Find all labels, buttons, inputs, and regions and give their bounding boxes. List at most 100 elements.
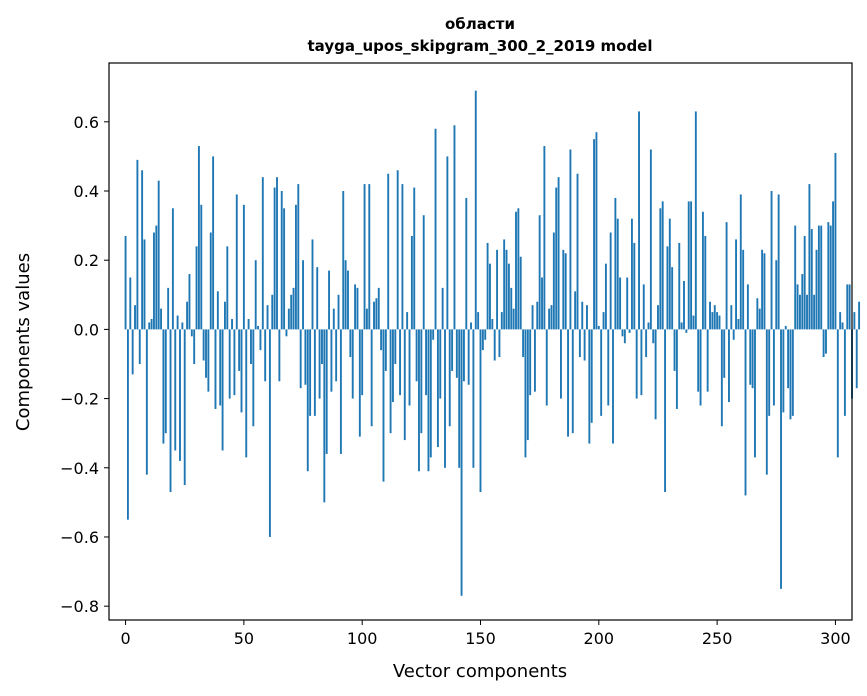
- bar: [342, 191, 345, 330]
- bar: [467, 329, 470, 385]
- bar: [571, 329, 574, 434]
- bar: [604, 263, 607, 330]
- bar: [832, 201, 835, 330]
- bar: [311, 239, 314, 330]
- bar: [422, 215, 425, 330]
- bar: [309, 329, 312, 416]
- bar: [365, 308, 368, 330]
- bar: [183, 329, 186, 486]
- bar: [278, 329, 281, 382]
- y-tick-label: −0.8: [60, 597, 99, 616]
- bar: [503, 239, 506, 330]
- bar: [242, 204, 245, 330]
- bar: [399, 329, 401, 396]
- bar: [526, 329, 529, 441]
- bar: [512, 308, 515, 330]
- bar: [713, 305, 716, 330]
- bar: [640, 329, 643, 396]
- bar: [209, 232, 212, 330]
- bar: [219, 329, 222, 406]
- bar: [455, 329, 458, 378]
- bar: [233, 329, 236, 396]
- bar: [328, 270, 330, 330]
- bar: [465, 197, 468, 330]
- x-axis-label: Vector components: [393, 661, 567, 682]
- bar: [664, 329, 667, 492]
- bar: [363, 184, 366, 330]
- bar: [557, 177, 560, 330]
- bar: [176, 315, 179, 330]
- bar: [266, 305, 269, 330]
- chart-title-line1: области: [445, 15, 515, 33]
- bar: [560, 329, 562, 399]
- bar: [415, 329, 418, 382]
- bar: [737, 319, 740, 330]
- bar: [787, 329, 790, 389]
- bar: [500, 312, 503, 330]
- bar: [522, 329, 525, 358]
- bar: [638, 111, 640, 330]
- bar: [829, 225, 832, 330]
- bar: [505, 249, 508, 330]
- bar: [614, 197, 617, 330]
- bar: [711, 312, 714, 330]
- bar: [290, 294, 293, 330]
- bar: [841, 322, 844, 330]
- bar: [588, 329, 591, 444]
- bar: [396, 170, 399, 330]
- bar: [337, 294, 340, 330]
- bar: [612, 329, 614, 444]
- bar: [652, 329, 655, 344]
- bar: [441, 287, 444, 330]
- bar: [261, 177, 264, 330]
- bar: [318, 329, 321, 399]
- bar: [325, 329, 328, 454]
- bar: [136, 159, 139, 330]
- bar: [515, 211, 517, 330]
- y-tick-label: −0.4: [60, 459, 99, 478]
- bar: [545, 329, 548, 406]
- bar: [155, 225, 158, 330]
- x-tick-label: 150: [465, 629, 496, 648]
- bar: [555, 187, 558, 330]
- bar: [519, 256, 522, 330]
- bar: [448, 329, 451, 427]
- bar: [276, 177, 278, 330]
- bar: [777, 194, 780, 330]
- bar: [292, 287, 295, 330]
- bar: [432, 329, 435, 340]
- bar: [216, 291, 219, 330]
- bar: [694, 111, 697, 330]
- bar: [730, 305, 733, 330]
- bar: [323, 329, 326, 503]
- bar: [195, 246, 198, 330]
- bar: [358, 329, 361, 437]
- bar: [782, 329, 785, 413]
- bar: [157, 180, 160, 330]
- bar: [775, 260, 778, 330]
- bar: [507, 263, 510, 330]
- bar: [825, 329, 827, 354]
- bar: [306, 329, 309, 472]
- bar: [181, 322, 184, 330]
- bar: [477, 312, 480, 330]
- bar: [725, 222, 728, 330]
- bar: [671, 267, 674, 330]
- bar: [723, 329, 726, 378]
- bar: [754, 329, 756, 458]
- bar: [756, 298, 759, 330]
- bar: [392, 329, 394, 403]
- bar: [616, 218, 619, 330]
- bar: [808, 184, 811, 330]
- bar: [489, 263, 491, 330]
- bar: [619, 277, 622, 330]
- bar: [394, 329, 397, 364]
- x-tick-label: 100: [347, 629, 378, 648]
- bar: [583, 329, 586, 361]
- bar-series: [124, 90, 861, 596]
- bar: [238, 329, 241, 371]
- bar: [444, 329, 446, 468]
- bar: [446, 156, 449, 330]
- bar: [628, 329, 631, 333]
